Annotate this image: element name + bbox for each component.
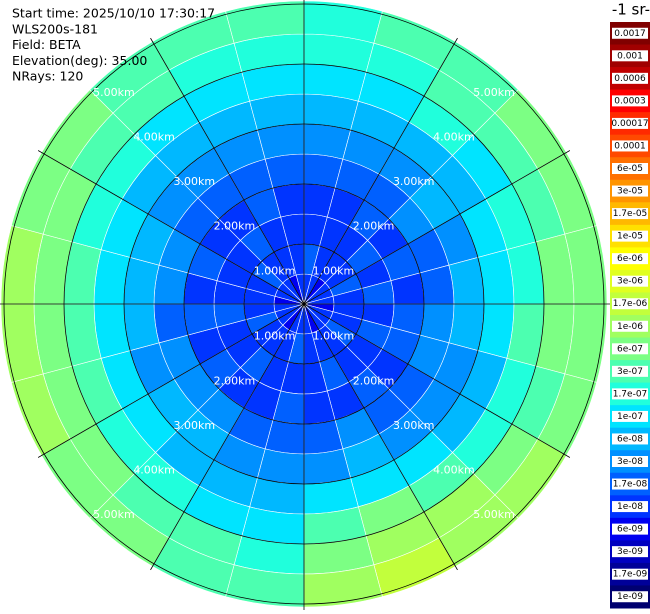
colorbar-label: 6e-06 bbox=[617, 254, 643, 264]
cell bbox=[448, 257, 485, 305]
colorbar-label: 6e-09 bbox=[617, 525, 643, 535]
ring-label: 3.00km bbox=[393, 419, 435, 432]
ring-label: 3.00km bbox=[393, 175, 435, 188]
colorbar-label: 3e-08 bbox=[617, 457, 643, 467]
grid-spoke bbox=[37, 150, 305, 305]
colorbar-label: 1e-05 bbox=[617, 232, 643, 242]
ring-label: 2.00km bbox=[353, 220, 395, 233]
cell bbox=[257, 123, 305, 160]
colorbar-label-bg bbox=[612, 546, 648, 558]
ring-label: 2.00km bbox=[214, 374, 256, 387]
ring-label: 3.00km bbox=[173, 175, 215, 188]
colorbar-label: 1e-08 bbox=[617, 502, 643, 512]
ring-label: 5.00km bbox=[473, 508, 515, 521]
colorbar-label: 6e-05 bbox=[617, 164, 643, 174]
colorbar-label-bg bbox=[612, 208, 648, 220]
colorbar-label-bg bbox=[612, 117, 648, 129]
grid-spoke bbox=[303, 37, 458, 305]
colorbar-label: 0.00017 bbox=[611, 119, 648, 129]
colorbar-label: 0.0017 bbox=[614, 29, 646, 39]
colorbar-label: 3e-06 bbox=[617, 277, 643, 287]
colorbar-label-bg bbox=[612, 523, 648, 535]
colorbar-label-bg bbox=[612, 230, 648, 242]
ring-label: 5.00km bbox=[473, 86, 515, 99]
colorbar-label-bg bbox=[612, 591, 648, 603]
colorbar-label-bg bbox=[612, 298, 648, 310]
annotation: NRays: 120 bbox=[12, 69, 83, 84]
ring-label: 2.00km bbox=[353, 374, 395, 387]
colorbar-label-bg bbox=[612, 501, 648, 513]
colorbar-label: 0.001 bbox=[617, 51, 643, 61]
grid-spoke bbox=[303, 303, 458, 571]
colorbar-label-bg bbox=[612, 27, 648, 39]
cell bbox=[257, 448, 305, 485]
grid-spoke bbox=[150, 37, 305, 305]
colorbar-label-bg bbox=[612, 50, 648, 62]
colorbar-label-bg bbox=[612, 478, 648, 490]
colorbar-label: 3e-05 bbox=[617, 187, 643, 197]
colorbar-label-bg bbox=[612, 72, 648, 84]
ring-label: 5.00km bbox=[93, 86, 135, 99]
labels: 1.00km 1.00km 1.00km 1.00km 2.00km 2.00km 2.00… bbox=[93, 86, 515, 521]
colorbar-label: 0.0003 bbox=[614, 96, 646, 106]
ring-label: 4.00km bbox=[433, 131, 475, 144]
grid-spoke bbox=[303, 303, 571, 458]
colorbar-label-bg bbox=[612, 365, 648, 377]
colorbar-label-bg bbox=[612, 320, 648, 332]
colorbar: 0.0017 0.001 0.0006 0.0003 0.00017 0.0001 6e-0… bbox=[610, 22, 650, 609]
colorbar-label: 1e-07 bbox=[617, 412, 643, 422]
colorbar-label-bg bbox=[612, 275, 648, 287]
colorbar-label: 1.7e-07 bbox=[613, 389, 648, 399]
colorbar-label: 1.7e-06 bbox=[613, 299, 648, 309]
ring-label: 1.00km bbox=[254, 330, 296, 343]
cell bbox=[448, 303, 485, 351]
colorbar-label-bg bbox=[612, 163, 648, 174]
cell bbox=[303, 123, 351, 160]
cell bbox=[123, 257, 160, 305]
colorbar-label-bg bbox=[612, 433, 648, 445]
cell bbox=[123, 303, 160, 351]
colorbar-label: 3e-09 bbox=[617, 547, 643, 557]
grid bbox=[0, 0, 611, 611]
colorbar-label: 1.7e-05 bbox=[613, 209, 648, 219]
colorbar-label-bg bbox=[612, 95, 648, 107]
ring-label: 5.00km bbox=[93, 508, 135, 521]
colorbar-label: 6e-07 bbox=[617, 344, 643, 354]
ring-label: 1.00km bbox=[313, 264, 355, 277]
annotation: WLS200s-181 bbox=[12, 21, 98, 36]
ring-label: 4.00km bbox=[133, 463, 175, 476]
colorbar-label-bg bbox=[612, 410, 648, 422]
colorbar-label-bg bbox=[612, 343, 648, 355]
colorbar-label: 0.0006 bbox=[614, 74, 646, 84]
colorbar-title: -1 sr- bbox=[612, 1, 650, 19]
cell bbox=[303, 448, 351, 485]
colorbar-label-bg bbox=[612, 185, 648, 197]
ring-label: 1.00km bbox=[313, 330, 355, 343]
colorbar-label: 6e-08 bbox=[617, 434, 643, 444]
grid-spoke bbox=[37, 303, 305, 458]
colorbar-label: 0.0001 bbox=[614, 141, 646, 151]
ring-label: 4.00km bbox=[433, 463, 475, 476]
annotation: Elevation(deg): 35.00 bbox=[12, 53, 147, 68]
colorbar-label-bg bbox=[612, 253, 648, 265]
colorbar-label-bg bbox=[612, 568, 648, 580]
colorbar-label: 1e-09 bbox=[617, 592, 643, 602]
colorbar-label: 1e-06 bbox=[617, 322, 643, 332]
ring-label: 1.00km bbox=[254, 264, 296, 277]
colorbar-label-bg bbox=[612, 388, 648, 400]
colorbar-label-bg bbox=[612, 456, 648, 467]
grid-spoke bbox=[150, 303, 305, 571]
ring-label: 2.00km bbox=[214, 220, 256, 233]
annotation: Field: BETA bbox=[12, 37, 81, 52]
colorbar-label-bg bbox=[612, 140, 648, 152]
ring-label: 4.00km bbox=[133, 131, 175, 144]
annotation: Start time: 2025/10/10 17:30:17 bbox=[12, 6, 215, 21]
colorbar-label: 1.7e-09 bbox=[613, 570, 648, 580]
grid-spoke bbox=[303, 150, 571, 305]
colorbar-label: 3e-07 bbox=[617, 367, 643, 377]
ring-label: 3.00km bbox=[173, 419, 215, 432]
colorbar-label: 1.7e-08 bbox=[613, 480, 648, 490]
